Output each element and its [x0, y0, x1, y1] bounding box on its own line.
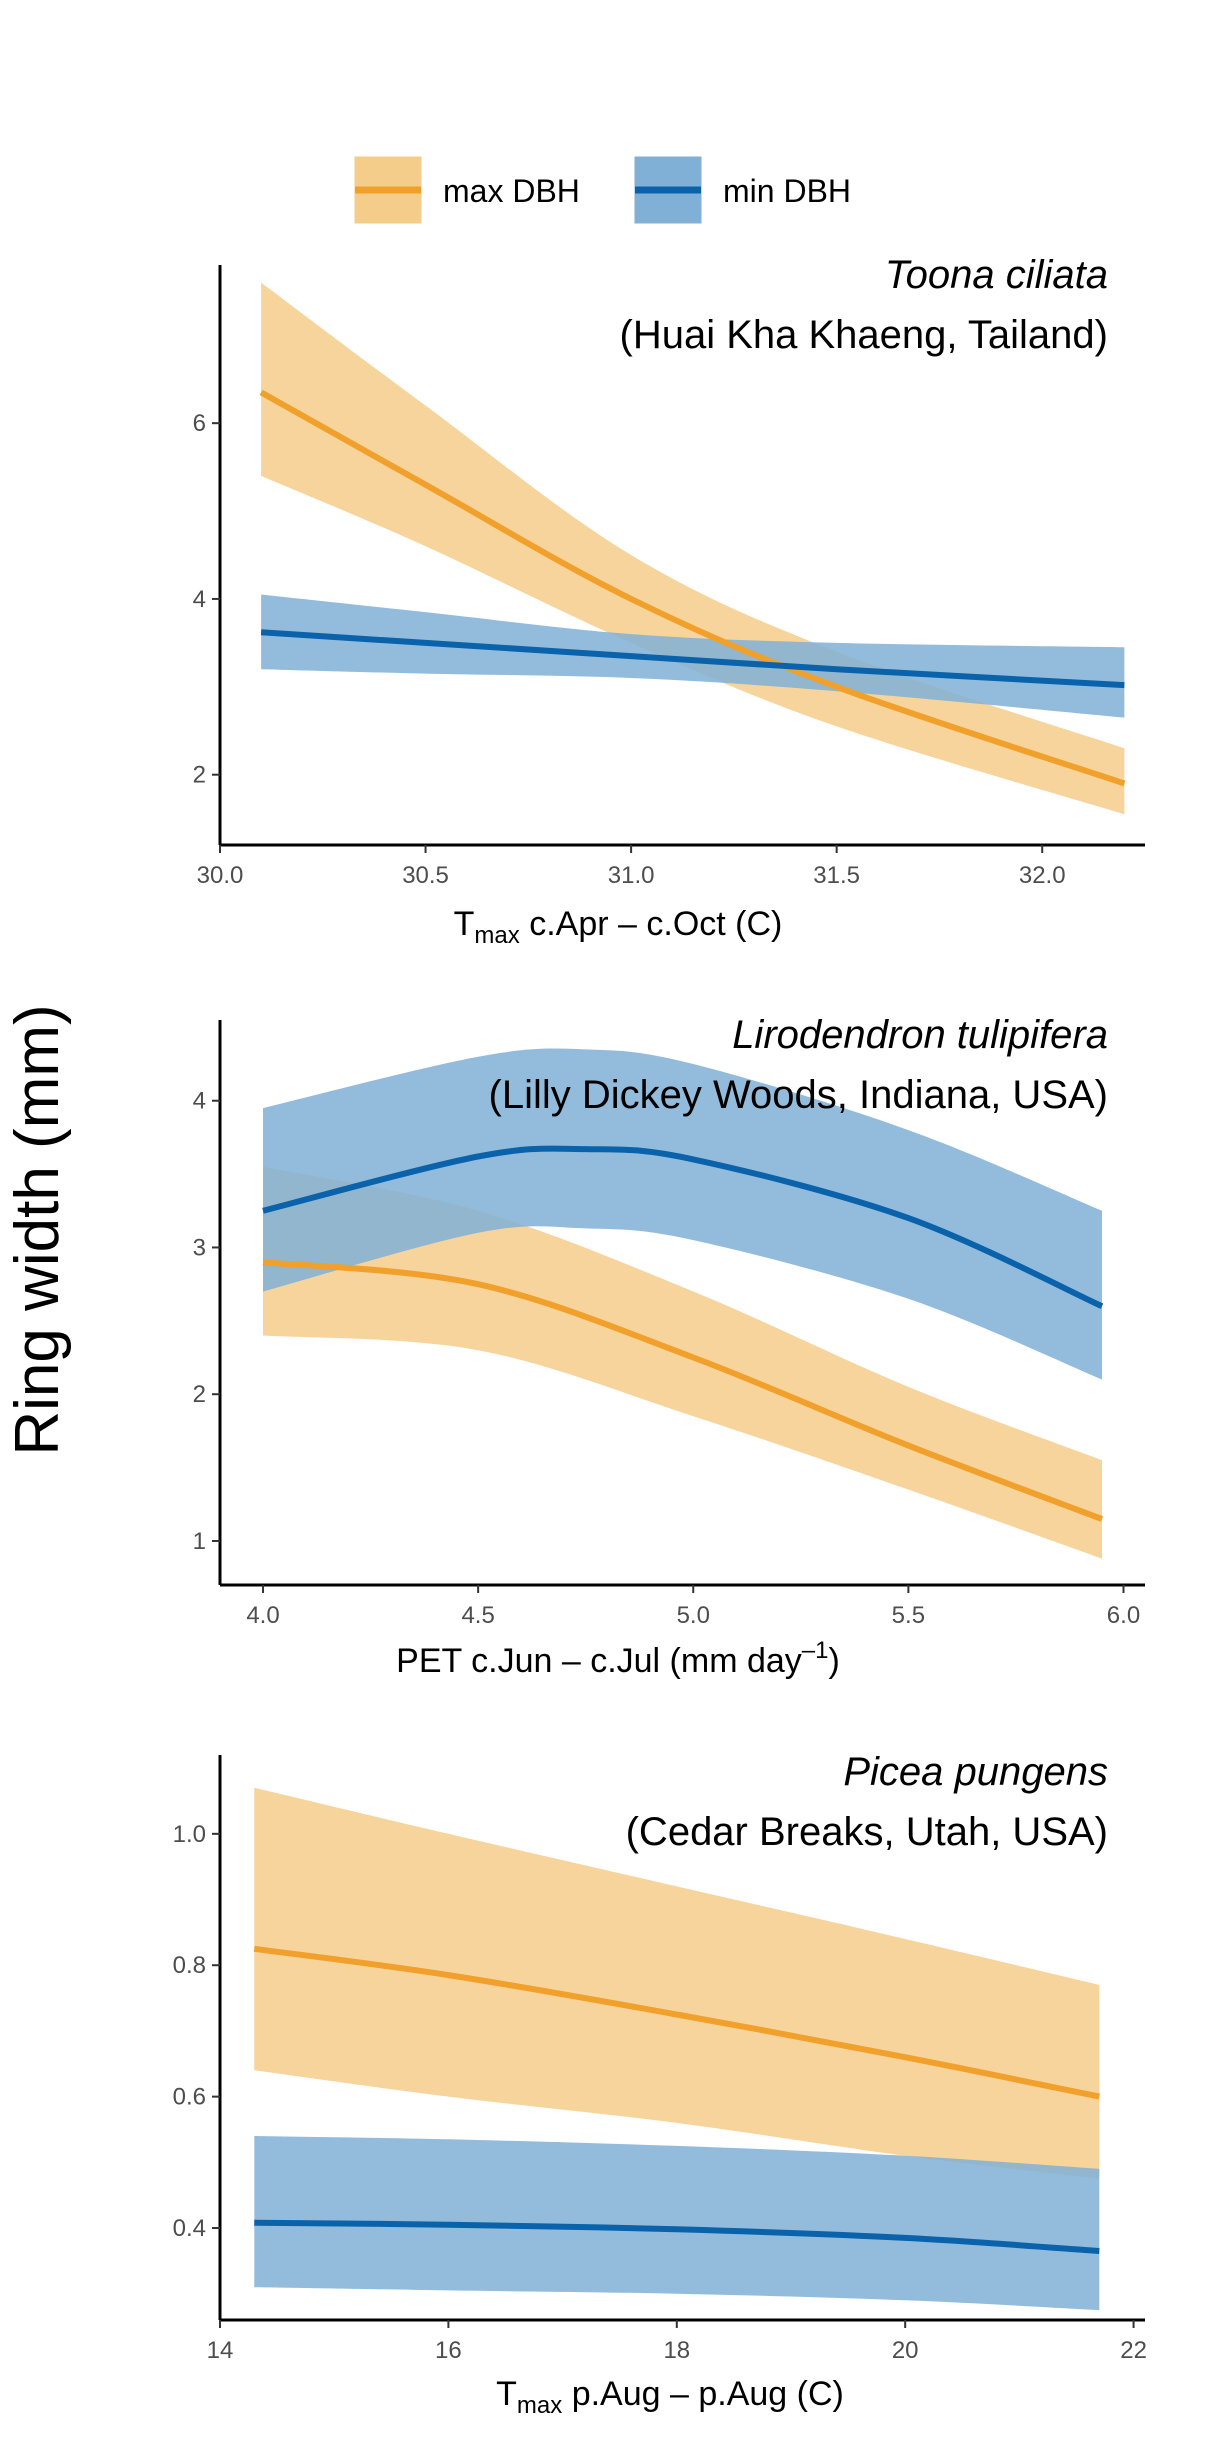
- panel-title: Toona ciliata: [885, 253, 1108, 297]
- x-tick-label: 31.5: [813, 862, 860, 889]
- ci-band-min-dbh: [254, 2136, 1100, 2311]
- x-tick-label: 16: [435, 2337, 462, 2364]
- y-tick-label: 4: [193, 1088, 206, 1115]
- y-tick-label: 0.4: [173, 2215, 206, 2242]
- x-tick-label: 32.0: [1019, 862, 1066, 889]
- ci-band-max-dbh: [261, 282, 1125, 815]
- panel-title: Lirodendron tulipifera: [732, 1013, 1108, 1057]
- x-tick-label: 18: [663, 2337, 690, 2364]
- series-line-max-dbh: [262, 1259, 1104, 1522]
- y-tick-label: 0.8: [173, 1952, 206, 1979]
- panel-toona-ciliata: 2 4 6 30.0 30.5 31.0 31.5 32.0 Toona ciliata (H…: [193, 253, 1145, 949]
- y-tick-label: 1: [193, 1528, 206, 1555]
- series-line-max-dbh: [253, 1945, 1100, 2100]
- x-axis-title: PET c.Jun – c.Jul (mm day–1): [396, 1637, 840, 1680]
- panel-title: Picea pungens: [843, 1750, 1108, 1794]
- panel-subtitle: (Cedar Breaks, Utah, USA): [626, 1810, 1108, 1854]
- x-tick-label: 14: [207, 2337, 234, 2364]
- y-tick-label: 6: [193, 410, 206, 437]
- y-tick-label: 0.6: [173, 2084, 206, 2111]
- x-tick-label: 22: [1120, 2337, 1147, 2364]
- series-line-min-dbh: [254, 2219, 1100, 2254]
- x-tick-label: 20: [892, 2337, 919, 2364]
- ci-band-min-dbh: [261, 594, 1125, 718]
- series-line-max-dbh: [259, 389, 1126, 787]
- y-tick-label: 4: [193, 586, 206, 613]
- y-tick-label: 1.0: [173, 1821, 206, 1848]
- x-tick-label: 4.5: [461, 1602, 494, 1629]
- panel-subtitle: (Huai Kha Khaeng, Tailand): [620, 313, 1108, 357]
- y-tick-label: 3: [193, 1234, 206, 1261]
- x-tick-label: 30.5: [402, 862, 449, 889]
- y-axis-title: Ring width (mm): [3, 1004, 72, 1455]
- panel-subtitle: (Lilly Dickey Woods, Indiana, USA): [489, 1073, 1109, 1117]
- legend-label-max-dbh: max DBH: [443, 173, 580, 209]
- series-line-min-dbh: [262, 1145, 1104, 1309]
- panel-picea-pungens: 0.4 0.6 0.8 1.0 14 16 18 20 22 Picea pungens (Ce…: [173, 1750, 1147, 2419]
- y-tick-label: 2: [193, 1381, 206, 1408]
- x-tick-label: 31.0: [608, 862, 655, 889]
- ci-band-max-dbh: [263, 1166, 1102, 1559]
- x-axis-title: Tmax p.Aug – p.Aug (C): [496, 2375, 844, 2419]
- series-line-min-dbh: [260, 629, 1125, 689]
- x-axis-title: Tmax c.Apr – c.Oct (C): [454, 905, 783, 949]
- x-tick-label: 5.0: [677, 1602, 710, 1629]
- y-tick-label: 2: [193, 762, 206, 789]
- x-tick-label: 30.0: [197, 862, 244, 889]
- x-tick-label: 6.0: [1107, 1602, 1140, 1629]
- x-tick-label: 5.5: [892, 1602, 925, 1629]
- ci-band-min-dbh: [263, 1048, 1102, 1380]
- legend: max DBH min DBH: [351, 153, 851, 227]
- panel-lirodendron-tulipifera: 1 2 3 4 4.0 4.5 5.0 5.5 6.0 Lirodendron tulipife…: [193, 1013, 1145, 1680]
- legend-label-min-dbh: min DBH: [723, 173, 851, 209]
- ci-band-max-dbh: [254, 1787, 1100, 2179]
- x-tick-label: 4.0: [246, 1602, 279, 1629]
